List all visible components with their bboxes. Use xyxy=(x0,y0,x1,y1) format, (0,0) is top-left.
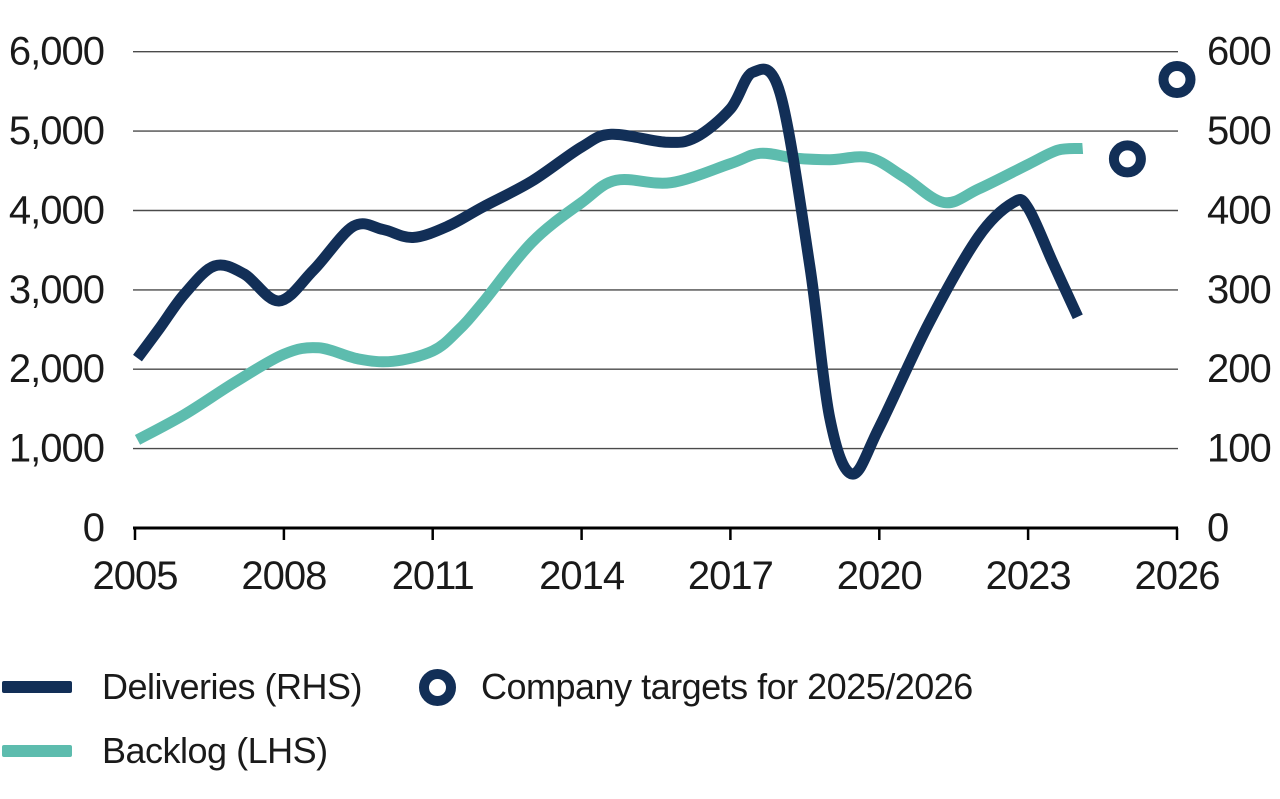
x-axis-label: 2026 xyxy=(1135,554,1220,598)
deliveries-line-swatch xyxy=(2,681,72,693)
legend-label-deliveries: Deliveries (RHS) xyxy=(102,666,363,707)
left-axis-label: 6,000 xyxy=(9,30,104,74)
right-axis-label: 600 xyxy=(1207,30,1271,74)
legend-label-company-targets: Company targets for 2025/2026 xyxy=(481,666,973,707)
backlog-line-swatch xyxy=(2,745,72,757)
target-ring-swatch xyxy=(419,668,456,706)
left-axis-label: 2,000 xyxy=(9,347,104,391)
right-axis-label: 100 xyxy=(1207,427,1271,471)
x-axis-label: 2008 xyxy=(241,554,326,598)
x-axis-label: 2017 xyxy=(688,554,773,598)
x-axis-label: 2023 xyxy=(986,554,1071,598)
x-axis-label: 2020 xyxy=(837,554,922,598)
legend-item-deliveries: Deliveries (RHS) xyxy=(2,663,363,711)
right-axis-label: 200 xyxy=(1207,347,1271,391)
x-axis-label: 2011 xyxy=(392,554,474,598)
legend-item-company-targets: Company targets for 2025/2026 xyxy=(419,663,973,711)
backlog-line-path xyxy=(134,142,1084,445)
left-axis-label: 5,000 xyxy=(9,109,104,153)
left-axis-label: 4,000 xyxy=(9,189,104,233)
right-axis-label: 400 xyxy=(1207,189,1271,233)
left-axis-label: 3,000 xyxy=(9,268,104,312)
left-axis-label: 1,000 xyxy=(9,427,104,471)
deliveries-line-path xyxy=(133,63,1083,480)
right-axis-label: 300 xyxy=(1207,268,1271,312)
deliveries-backlog-chart: 0 1,000 2,000 3,000 4,000 5,000 6,000 0 100 200 30… xyxy=(9,30,1272,598)
company-target-ring xyxy=(1158,61,1196,98)
x-axis-label: 2005 xyxy=(93,554,178,598)
company-target-ring xyxy=(1108,140,1146,178)
right-axis-label: 0 xyxy=(1207,506,1228,550)
legend-label-backlog: Backlog (LHS) xyxy=(102,730,328,771)
right-axis-label: 500 xyxy=(1207,109,1271,153)
x-axis-label: 2014 xyxy=(539,554,625,598)
left-axis-label: 0 xyxy=(83,506,104,550)
legend-item-backlog: Backlog (LHS) xyxy=(2,727,328,775)
